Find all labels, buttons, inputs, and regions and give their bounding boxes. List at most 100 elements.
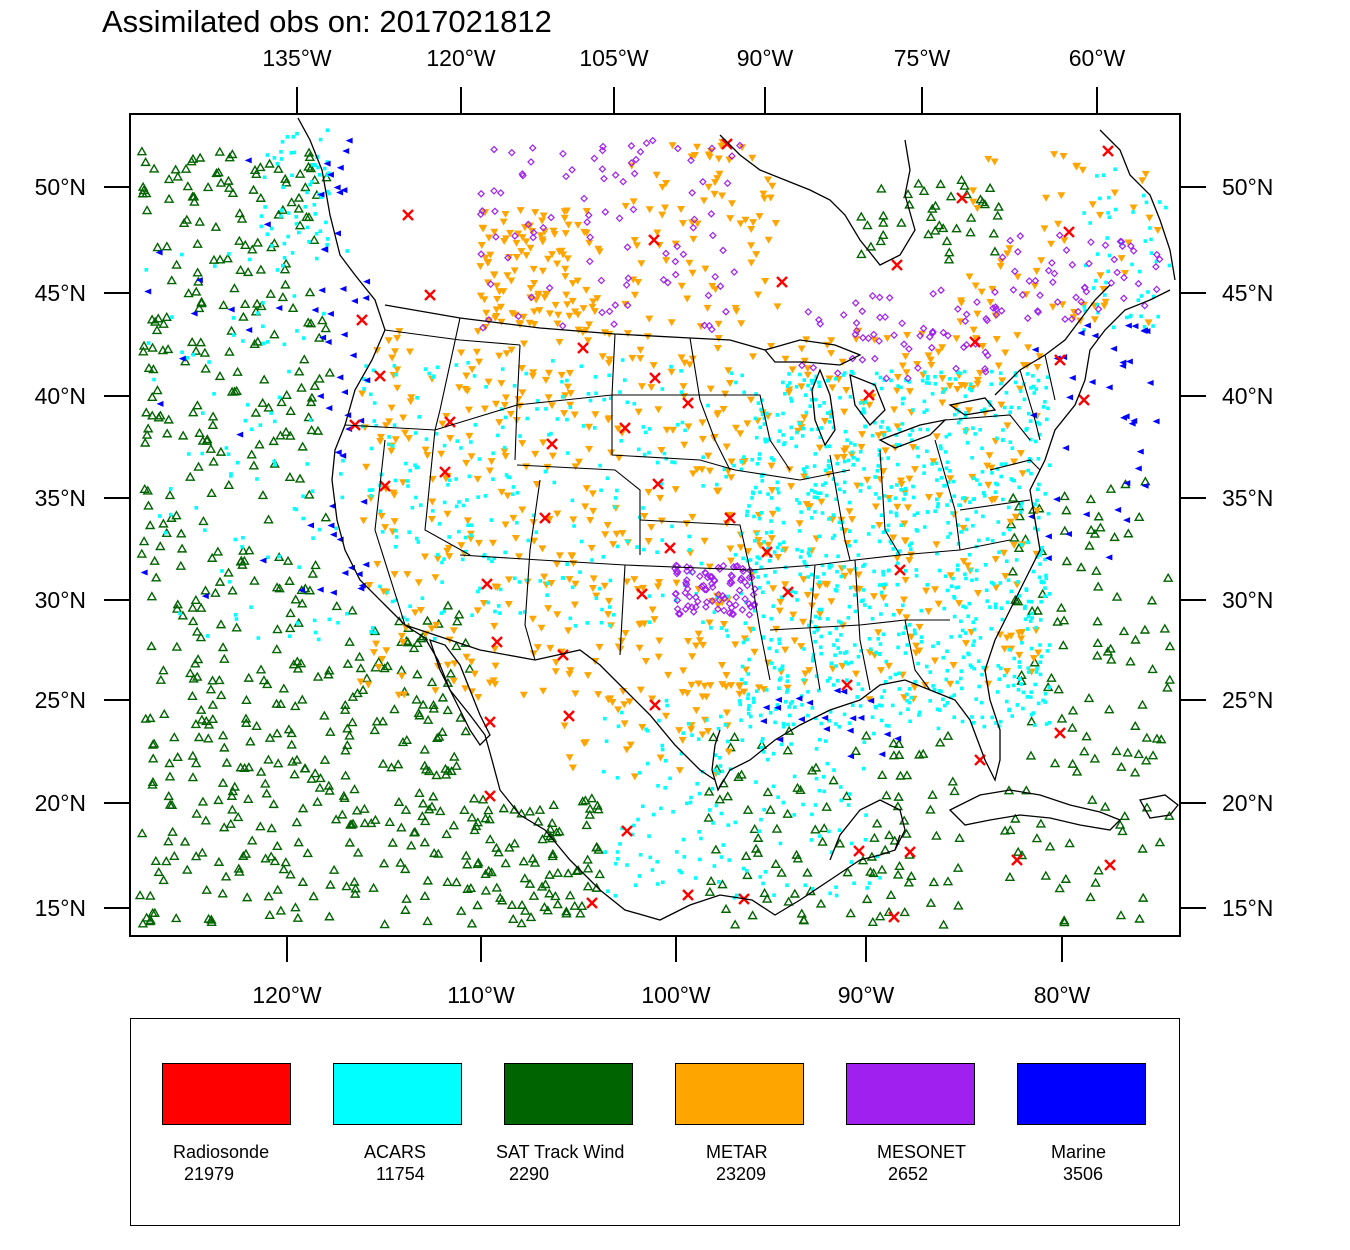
obs-marker bbox=[850, 703, 855, 707]
obs-marker bbox=[833, 369, 842, 378]
obs-marker bbox=[195, 337, 207, 347]
obs-marker bbox=[147, 739, 159, 749]
obs-marker bbox=[676, 610, 684, 618]
obs-marker bbox=[139, 437, 151, 447]
obs-marker bbox=[150, 855, 162, 865]
obs-marker bbox=[327, 191, 331, 196]
obs-marker bbox=[501, 394, 510, 402]
obs-marker bbox=[969, 198, 978, 206]
obs-marker bbox=[549, 431, 553, 436]
obs-marker bbox=[428, 699, 439, 709]
obs-marker bbox=[815, 444, 824, 452]
obs-marker bbox=[1147, 664, 1158, 674]
obs-marker bbox=[1053, 684, 1064, 694]
obs-marker bbox=[278, 864, 289, 874]
obs-marker bbox=[492, 233, 500, 241]
obs-marker bbox=[589, 507, 598, 515]
obs-marker bbox=[365, 818, 377, 828]
obs-marker bbox=[433, 731, 445, 741]
obs-marker bbox=[276, 397, 287, 407]
obs-marker bbox=[359, 517, 368, 525]
obs-marker bbox=[625, 863, 629, 867]
obs-marker bbox=[984, 588, 989, 593]
obs-marker bbox=[934, 461, 939, 466]
obs-marker bbox=[1028, 419, 1033, 423]
obs-marker bbox=[196, 714, 208, 724]
obs-marker bbox=[442, 876, 453, 887]
obs-marker bbox=[903, 651, 908, 655]
obs-marker bbox=[1026, 670, 1031, 674]
obs-marker bbox=[813, 510, 817, 514]
obs-marker bbox=[495, 892, 506, 902]
obs-marker bbox=[175, 528, 187, 538]
obs-marker bbox=[1028, 513, 1036, 520]
obs-marker bbox=[548, 251, 557, 259]
obs-marker bbox=[168, 487, 173, 491]
obs-marker bbox=[768, 182, 777, 190]
obs-marker bbox=[205, 684, 217, 694]
obs-marker bbox=[409, 826, 421, 837]
obs-marker bbox=[1072, 163, 1081, 171]
obs-marker bbox=[328, 503, 336, 510]
obs-marker bbox=[279, 214, 283, 218]
obs-marker bbox=[946, 480, 951, 484]
obs-marker bbox=[932, 688, 937, 693]
obs-marker bbox=[817, 788, 822, 793]
obs-marker bbox=[865, 241, 877, 251]
obs-marker bbox=[1044, 266, 1053, 275]
obs-marker bbox=[687, 156, 695, 165]
obs-marker bbox=[269, 856, 281, 866]
obs-marker bbox=[955, 563, 960, 568]
obs-marker bbox=[660, 743, 665, 748]
obs-marker bbox=[1088, 221, 1092, 225]
obs-marker bbox=[349, 352, 357, 359]
obs-marker bbox=[1091, 286, 1096, 290]
obs-marker bbox=[849, 860, 854, 864]
obs-marker bbox=[898, 362, 907, 370]
obs-marker bbox=[161, 241, 173, 251]
obs-marker bbox=[599, 142, 607, 151]
obs-marker bbox=[819, 634, 824, 639]
obs-marker bbox=[527, 158, 535, 166]
obs-marker bbox=[252, 237, 263, 247]
obs-marker bbox=[274, 583, 285, 593]
obs-marker bbox=[316, 393, 324, 400]
obs-marker bbox=[845, 908, 856, 918]
obs-marker bbox=[680, 359, 689, 367]
obs-marker bbox=[566, 401, 575, 409]
obs-marker bbox=[806, 575, 811, 579]
obs-marker bbox=[992, 584, 1001, 592]
obs-marker bbox=[191, 626, 203, 636]
obs-marker bbox=[889, 835, 900, 845]
obs-marker bbox=[814, 716, 818, 721]
obs-marker bbox=[432, 732, 443, 742]
obs-marker bbox=[528, 372, 537, 380]
obs-marker bbox=[882, 689, 887, 693]
obs-marker bbox=[882, 494, 887, 498]
obs-marker bbox=[703, 812, 714, 822]
obs-marker bbox=[781, 411, 785, 416]
obs-marker bbox=[163, 836, 174, 846]
obs-marker bbox=[780, 548, 785, 552]
obs-marker bbox=[266, 555, 270, 560]
obs-marker bbox=[437, 726, 448, 736]
obs-marker bbox=[574, 326, 583, 334]
obs-marker bbox=[153, 313, 164, 323]
obs-marker bbox=[943, 574, 948, 578]
obs-marker bbox=[250, 407, 262, 417]
observation-markers bbox=[134, 128, 1176, 929]
obs-marker bbox=[783, 684, 792, 692]
obs-marker bbox=[142, 485, 153, 495]
obs-marker bbox=[977, 288, 986, 296]
obs-marker bbox=[272, 884, 283, 894]
obs-marker bbox=[381, 422, 390, 430]
obs-marker bbox=[899, 523, 903, 528]
obs-marker bbox=[1143, 239, 1148, 243]
obs-marker bbox=[580, 795, 591, 805]
obs-marker bbox=[835, 638, 839, 643]
obs-marker bbox=[441, 829, 452, 839]
obs-marker bbox=[312, 796, 323, 806]
obs-marker bbox=[581, 820, 592, 830]
obs-marker bbox=[539, 212, 548, 220]
obs-marker bbox=[1003, 250, 1012, 258]
